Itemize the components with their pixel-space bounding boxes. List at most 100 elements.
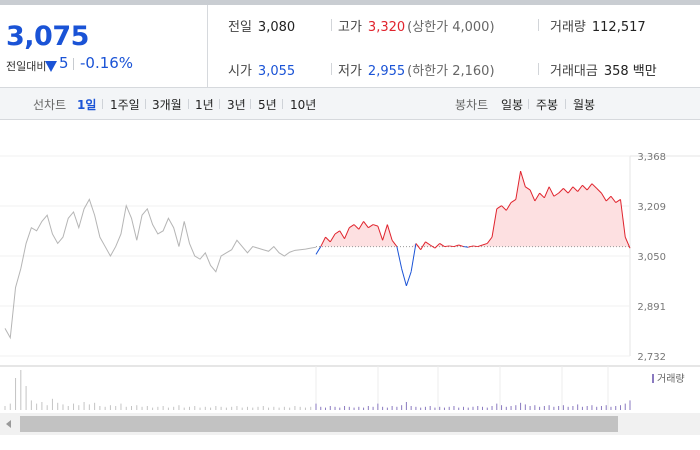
candle-daily[interactable]: 일봉 bbox=[501, 98, 524, 112]
today-price-segment bbox=[439, 243, 445, 247]
today-price-segment bbox=[396, 246, 403, 269]
today-price-segment bbox=[548, 186, 555, 197]
divider bbox=[282, 99, 283, 109]
today-price-segment bbox=[615, 198, 621, 203]
open-label: 시가 bbox=[228, 64, 252, 79]
down-arrow-icon bbox=[45, 61, 57, 72]
today-price-segment bbox=[339, 230, 345, 239]
amount-label: 거래대금 bbox=[550, 64, 598, 79]
volume: 거래량 112,517 bbox=[550, 16, 646, 35]
divider bbox=[538, 63, 539, 75]
today-price-segment bbox=[505, 202, 512, 211]
chart-controls: 선차트 1일 1주일 3개월 1년 3년 5년 10년 봉차트 일봉 주봉 월봉 bbox=[0, 88, 700, 120]
period-3m[interactable]: 3개월 bbox=[152, 98, 182, 112]
today-price-segment bbox=[482, 242, 488, 246]
today-price-segment bbox=[344, 227, 350, 239]
today-price-segment bbox=[491, 208, 498, 238]
open-value: 3,055 bbox=[257, 64, 296, 79]
today-price-segment bbox=[377, 225, 384, 241]
price-summary: 3,075 전일대비 5 -0.16% bbox=[0, 5, 207, 88]
today-price-segment bbox=[334, 230, 341, 235]
price-chart: 3,368 3,209 3,050 2,891 2,732 거래량 bbox=[0, 120, 700, 410]
period-10y[interactable]: 10년 bbox=[290, 98, 317, 112]
divider bbox=[528, 99, 529, 109]
upper-limit: (상한가 4,000) bbox=[407, 20, 495, 35]
line-chart-label: 선차트 bbox=[33, 98, 67, 112]
low-price: 저가 2,955 (하한가 2,160) bbox=[338, 60, 495, 79]
divider bbox=[331, 19, 332, 31]
divider bbox=[219, 99, 220, 109]
open-price: 시가 3,055 bbox=[228, 60, 295, 79]
period-1y[interactable]: 1년 bbox=[195, 98, 214, 112]
today-price-segment bbox=[501, 205, 507, 211]
today-price-segment bbox=[601, 192, 607, 202]
today-price-segment bbox=[567, 186, 574, 194]
quote-info-table: 전일 3,080 고가 3,320 (상한가 4,000) 거래량 112,517 시가… bbox=[207, 5, 700, 88]
period-1w[interactable]: 1주일 bbox=[110, 98, 140, 112]
today-price-segment bbox=[401, 268, 407, 287]
volume-legend-swatch bbox=[652, 374, 654, 383]
volume-value: 112,517 bbox=[591, 20, 646, 35]
low-label: 저가 bbox=[338, 64, 362, 79]
today-price-segment bbox=[572, 186, 579, 192]
today-price-segment bbox=[534, 192, 541, 202]
prev-session-line bbox=[4, 198, 317, 340]
chart-scrollbar[interactable] bbox=[0, 413, 700, 435]
candle-monthly[interactable]: 월봉 bbox=[573, 98, 596, 112]
change-label: 전일대비 bbox=[6, 60, 47, 73]
scroll-left-icon[interactable] bbox=[6, 420, 11, 428]
today-price-segment bbox=[529, 189, 536, 202]
y-tick-label: 3,050 bbox=[637, 252, 666, 263]
today-price-segment bbox=[453, 244, 459, 248]
volume-label: 거래량 bbox=[550, 20, 586, 35]
period-5y[interactable]: 5년 bbox=[258, 98, 277, 112]
period-3y[interactable]: 3년 bbox=[227, 98, 246, 112]
today-price-segment bbox=[368, 224, 374, 229]
today-price-segment bbox=[363, 221, 369, 228]
prev-close-label: 전일 bbox=[228, 20, 252, 35]
candle-chart-label: 봉차트 bbox=[455, 98, 489, 112]
today-price-segment bbox=[591, 183, 598, 189]
high-value: 3,320 bbox=[367, 20, 406, 35]
up-area-fill bbox=[316, 171, 630, 247]
prev-close-value: 3,080 bbox=[257, 20, 296, 35]
today-price-segment bbox=[577, 184, 583, 192]
y-tick-label: 2,891 bbox=[637, 302, 666, 313]
divider bbox=[565, 99, 566, 109]
candle-weekly[interactable]: 주봉 bbox=[536, 98, 559, 112]
today-price-segment bbox=[449, 245, 455, 248]
today-price-segment bbox=[515, 171, 522, 200]
high-price: 고가 3,320 (상한가 4,000) bbox=[338, 16, 495, 35]
today-price-segment bbox=[496, 205, 502, 210]
today-price-segment bbox=[486, 236, 493, 244]
today-price-segment bbox=[349, 224, 355, 229]
current-price: 3,075 bbox=[6, 21, 89, 52]
scrollbar-thumb[interactable] bbox=[20, 416, 618, 432]
y-tick-label: 2,732 bbox=[637, 352, 666, 363]
today-price-segment bbox=[510, 198, 517, 203]
today-price-segment bbox=[563, 188, 569, 194]
change-value: 5 bbox=[59, 54, 69, 72]
today-price-segment bbox=[619, 199, 626, 238]
period-1d[interactable]: 1일 bbox=[77, 98, 97, 112]
today-price-segment bbox=[463, 246, 469, 248]
y-tick-label: 3,209 bbox=[637, 202, 666, 213]
today-price-segment bbox=[320, 236, 326, 247]
today-price-segment bbox=[605, 195, 612, 202]
divider bbox=[145, 99, 146, 109]
today-price-segment bbox=[624, 236, 631, 249]
today-price-segment bbox=[410, 243, 417, 272]
today-price-segment bbox=[405, 271, 412, 287]
today-price-segment bbox=[434, 243, 441, 249]
amount-value: 358 백만 bbox=[603, 64, 657, 79]
today-price-segment bbox=[468, 245, 474, 248]
today-price-segment bbox=[586, 183, 593, 191]
today-price-segment bbox=[415, 243, 422, 251]
today-price-segment bbox=[444, 245, 450, 248]
today-price-segment bbox=[372, 224, 379, 227]
today-price-segment bbox=[386, 224, 393, 241]
today-price-segment bbox=[610, 195, 617, 203]
today-price-segment bbox=[425, 241, 431, 246]
today-price-segment bbox=[382, 224, 388, 241]
today-price-segment bbox=[315, 246, 322, 255]
